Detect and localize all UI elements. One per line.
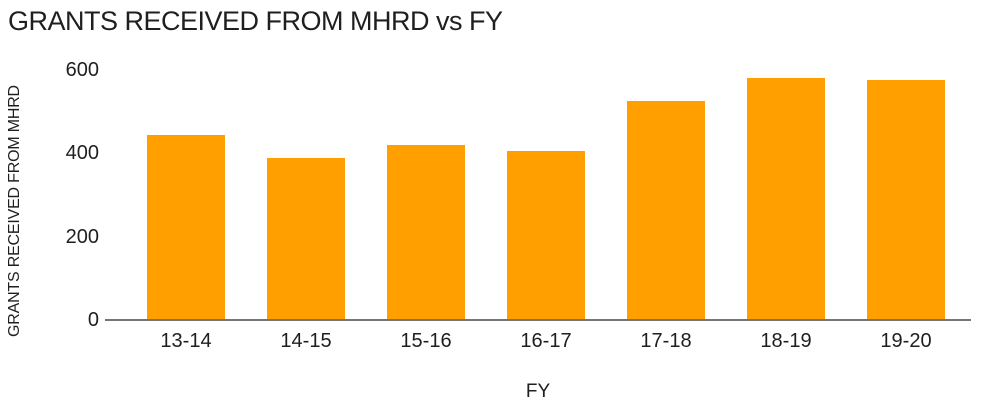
bar-19-20 [867, 80, 945, 320]
plot-area [126, 70, 966, 320]
x-axis-line [105, 319, 971, 321]
x-tick-label: 13-14 [160, 330, 212, 352]
y-tick-label: 0 [87, 309, 99, 331]
bar-13-14 [147, 134, 225, 320]
y-axis-title: GRANTS RECEIVED FROM MHRD [6, 85, 23, 337]
x-tick-label: 16-17 [520, 330, 572, 352]
bar-18-19 [747, 78, 825, 320]
x-tick-label: 15-16 [400, 330, 452, 352]
bar-17-18 [627, 101, 705, 320]
bar-16-17 [507, 151, 585, 320]
bar-14-15 [267, 157, 345, 320]
x-tick-label: 18-19 [760, 330, 812, 352]
bar-15-16 [387, 145, 465, 320]
x-tick-label: 19-20 [880, 330, 932, 352]
x-tick-label: 17-18 [640, 330, 692, 352]
y-tick-label: 600 [65, 59, 99, 81]
chart-title: GRANTS RECEIVED FROM MHRD vs FY [8, 6, 503, 36]
y-tick-label: 400 [65, 142, 99, 165]
x-axis-title: FY [525, 381, 551, 402]
x-tick-label: 14-15 [280, 330, 332, 352]
y-tick-label: 200 [65, 225, 99, 248]
